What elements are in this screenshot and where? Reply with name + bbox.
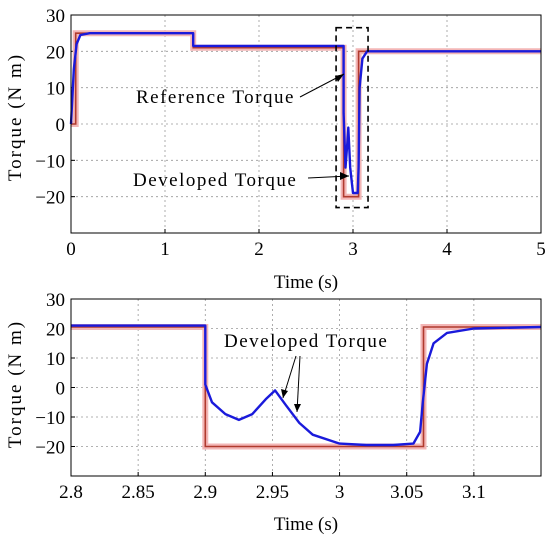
top-plot-series bbox=[69, 30, 541, 200]
x-tick-label: 2.8 bbox=[59, 482, 83, 503]
y-tick-label: 20 bbox=[46, 320, 65, 341]
top-plot-xlabel: Time (s) bbox=[274, 272, 338, 293]
y-tick-label: −10 bbox=[35, 151, 65, 172]
x-tick-label: 0 bbox=[66, 239, 76, 260]
developed-arrowhead-1 bbox=[281, 389, 288, 398]
x-tick-label: 3.1 bbox=[462, 482, 486, 503]
bottom-plot: 2.8 2.85 2.9 2.95 3 3.05 3.1 30 20 10 0 −10 −20 Time… bbox=[5, 290, 542, 535]
bottom-plot-xlabel: Time (s) bbox=[274, 514, 338, 535]
reference-arrowhead bbox=[335, 74, 344, 82]
y-tick-label: −10 bbox=[35, 408, 65, 429]
annotation-developed-torque-top: Developed Torque bbox=[133, 170, 297, 191]
x-tick-label: 3 bbox=[348, 239, 358, 260]
developed-arrowhead-top bbox=[340, 172, 349, 180]
bottom-plot-annotations bbox=[281, 355, 301, 413]
y-tick-label: 20 bbox=[46, 42, 65, 63]
reference-torque-line bbox=[71, 326, 541, 448]
developed-torque-line bbox=[69, 32, 541, 195]
y-tick-label: −20 bbox=[35, 188, 65, 209]
y-tick-label: 0 bbox=[56, 379, 66, 400]
y-tick-label: 0 bbox=[56, 115, 66, 136]
x-tick-label: 3 bbox=[335, 482, 345, 503]
top-plot-ylabel: Torque (N m) bbox=[5, 53, 26, 181]
y-tick-label: 10 bbox=[46, 79, 65, 100]
top-plot: 0 1 2 3 4 5 30 20 10 0 −10 −20 Time (s) Torque (N m… bbox=[5, 6, 546, 293]
y-tick-label: 30 bbox=[46, 290, 65, 311]
zoom-region-box bbox=[335, 26, 369, 209]
developed-arrow-2 bbox=[296, 355, 301, 413]
bottom-plot-ylabel: Torque (N m) bbox=[5, 320, 26, 448]
annotation-developed-torque-bottom: Developed Torque bbox=[224, 331, 388, 352]
x-tick-label: 5 bbox=[536, 239, 546, 260]
top-plot-tick-labels: 0 1 2 3 4 5 30 20 10 0 −10 −20 bbox=[35, 6, 545, 260]
x-tick-label: 2.85 bbox=[122, 482, 155, 503]
bottom-plot-tick-labels: 2.8 2.85 2.9 2.95 3 3.05 3.1 30 20 10 0 −10 −20 bbox=[35, 290, 485, 503]
annotation-reference-torque: Reference Torque bbox=[136, 87, 295, 108]
y-tick-label: 30 bbox=[46, 6, 65, 27]
developed-torque-line bbox=[71, 324, 542, 447]
developed-arrowhead-2 bbox=[294, 404, 301, 412]
top-plot-annotations bbox=[299, 26, 369, 209]
x-tick-label: 3.05 bbox=[390, 482, 423, 503]
x-tick-label: 2 bbox=[254, 239, 264, 260]
y-tick-label: −20 bbox=[35, 438, 65, 459]
x-tick-label: 2.95 bbox=[256, 482, 289, 503]
x-tick-label: 2.9 bbox=[193, 482, 217, 503]
x-tick-label: 4 bbox=[442, 239, 452, 260]
x-tick-label: 1 bbox=[160, 239, 170, 260]
top-plot-axes-box bbox=[70, 14, 542, 234]
y-tick-label: 10 bbox=[46, 349, 65, 370]
bottom-plot-axes-box bbox=[70, 298, 542, 477]
bottom-plot-series bbox=[71, 324, 542, 450]
